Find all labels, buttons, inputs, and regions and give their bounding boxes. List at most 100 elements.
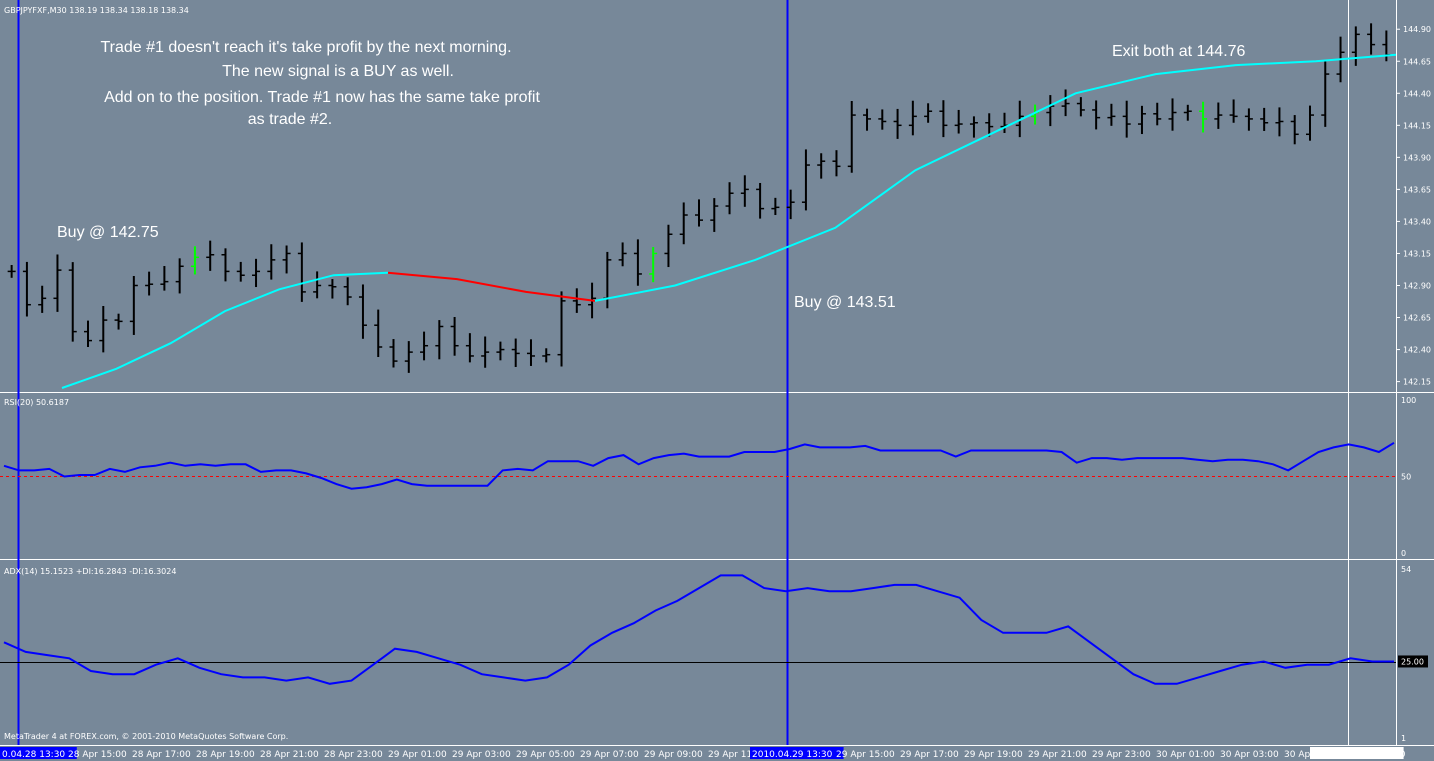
price-bar [358,284,367,339]
exit-label: Exit both at 144.76 [1112,43,1246,60]
rsi-title: RSI(20) 50.6187 [4,398,69,407]
price-tick-label: 143.15 [1403,249,1431,258]
rsi-tick-label: 0 [1401,549,1406,558]
time-tick-label: 28 Apr 19:00 [196,750,255,760]
time-tick-label: 28 Apr 23:00 [324,750,383,760]
time-tick-label: 29 Apr 19:00 [964,750,1023,760]
price-bar [389,339,398,368]
price-bar [939,100,948,138]
price-bar [38,285,47,313]
price-bar [756,182,765,219]
price-bar [84,320,93,347]
price-bar [297,242,306,302]
time-tick-label: 28 Apr 17:00 [132,750,191,760]
rsi-series [3,441,1395,490]
price-bar [863,108,872,131]
adx-level-badge [1398,655,1428,668]
price-bar [572,288,581,313]
price-bar [206,240,215,271]
time-tick-label: 30 Apr [1284,750,1314,760]
adx-tick-label: 25.00 [1401,657,1424,666]
price-bar [786,189,795,220]
price-axis: 144.90 144.65 144.40 144.15 143.90 143.65 143.… [1396,25,1431,387]
price-bar [679,202,688,245]
price-bar [328,279,337,299]
time-tick-label: 29 Apr 17:00 [900,750,959,760]
price-bar [343,277,352,306]
price-tick-label: 142.15 [1403,378,1431,387]
price-bar [496,341,505,361]
price-bar [374,309,383,357]
price-bar [924,103,933,123]
adx-axis: 54 25.00 1 [1398,565,1428,743]
price-bar [1122,100,1131,138]
annotation-line-3: Add on to the position. Trade #1 now has… [104,89,540,106]
time-tick-label: 2010.04.29 13:30 [752,750,833,760]
time-tick-label: 28 Apr 15:00 [68,750,127,760]
price-bar [725,182,734,215]
time-tick-label: 29 Apr 09:00 [644,750,703,760]
price-bar [1244,108,1253,131]
price-bar [526,339,535,366]
price-tick-label: 144.15 [1403,121,1431,130]
price-tick-label: 144.65 [1403,57,1431,66]
annotation-line-1: Trade #1 doesn't reach it's take profit … [100,39,511,56]
price-bar [1168,98,1177,131]
ma-segment-up [61,271,389,389]
time-tick-label: :00 [1391,750,1406,760]
symbol-header: GBPJPYFXF,M30 138.19 138.34 138.18 138.3… [4,6,189,15]
rsi-axis: 100 50 0 [1401,396,1416,558]
price-bar [542,348,551,363]
price-bar [53,254,62,312]
price-bar [450,317,459,356]
rsi-tick-label: 50 [1401,473,1411,482]
price-bar [695,199,703,227]
price-tick-label: 144.40 [1403,89,1431,98]
time-highlight [1310,747,1404,759]
moving-average [61,53,1397,389]
price-bar [969,116,978,138]
price-bar [221,248,230,282]
adx-tick-label: 54 [1401,565,1411,574]
price-tick-label: 143.65 [1403,185,1431,194]
price-bar [190,246,199,275]
price-bar [908,100,917,136]
time-tick-label: 29 Apr 05:00 [516,750,575,760]
buy-2-label: Buy @ 143.51 [794,294,896,311]
ma-segment-up [594,53,1397,302]
time-tick-label: 29 Apr 23:00 [1092,750,1151,760]
price-bar [878,109,887,130]
price-bar [1214,102,1223,129]
price-tick-label: 142.40 [1403,346,1431,355]
price-bar [252,258,261,288]
adx-series [3,574,1394,685]
annotation-line-4: as trade #2. [248,111,333,128]
price-tick-label: 143.40 [1403,217,1431,226]
price-bar [664,224,673,268]
price-bar [817,153,826,179]
price-bar [893,108,902,139]
ma-segment-down [387,271,596,302]
price-bar [1351,26,1360,66]
price-bars [7,23,1391,373]
price-bar [954,109,963,134]
rsi-tick-label: 100 [1401,396,1416,405]
price-bar [847,100,856,173]
price-bar [511,338,520,367]
time-tick-label: 29 Apr 15:00 [836,750,895,760]
price-tick-label: 143.90 [1403,153,1431,162]
price-tick-label: 142.90 [1403,281,1431,290]
price-tick-label: 144.90 [1403,25,1431,34]
price-bar [1275,107,1284,137]
price-bar [771,197,780,216]
price-bar [7,264,16,278]
price-bar [1183,104,1192,121]
price-tick-label: 142.65 [1403,314,1431,323]
price-bar [1305,105,1314,141]
price-bar [282,245,291,274]
annotation-line-2: The new signal is a BUY as well. [222,63,454,80]
time-tick-label: 30 Apr 01:00 [1156,750,1215,760]
time-tick-label: 0.04.28 13:30 [2,750,65,760]
